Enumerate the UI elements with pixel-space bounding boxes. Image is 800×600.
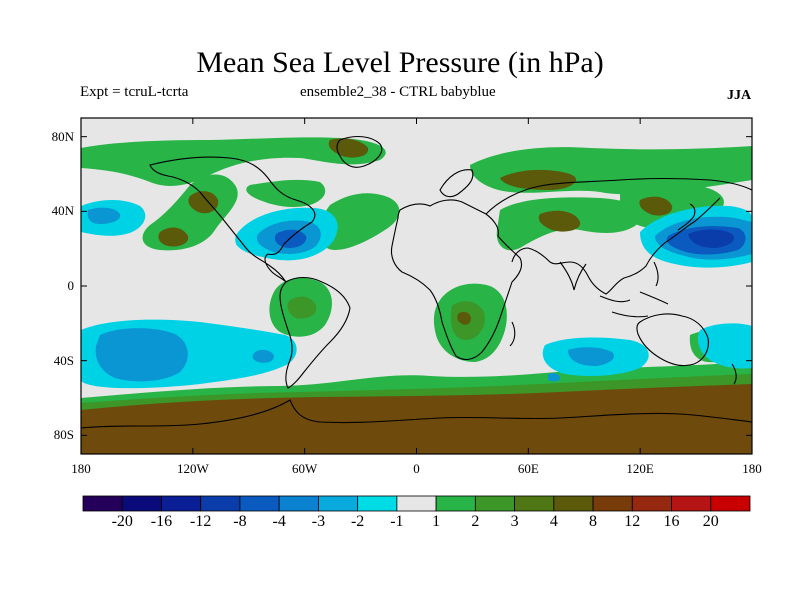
australia-low-cyan xyxy=(697,323,752,369)
y-tick-label: 80N xyxy=(51,128,74,144)
ensemble-label: ensemble2_38 - CTRL babyblue xyxy=(300,84,496,100)
experiment-label: Expt = tcruL-tcrta xyxy=(80,84,189,100)
eurasia-olive-patch xyxy=(500,169,577,190)
colorbar-swatch xyxy=(671,495,712,512)
coast-africa-europe xyxy=(390,199,523,361)
colorbar-swatch xyxy=(278,495,319,512)
south-america-midgreen xyxy=(287,296,317,319)
coast-japan xyxy=(677,203,696,231)
coastlines xyxy=(81,135,752,429)
colorbar-swatch xyxy=(710,495,751,512)
coast-asia xyxy=(485,177,752,295)
colorbar-label: 3 xyxy=(510,513,519,530)
coast-south-america xyxy=(279,276,351,389)
axis-ticks xyxy=(80,118,753,454)
north-pacific-low-blue xyxy=(87,207,121,224)
southern-africa-olive xyxy=(457,311,471,325)
north-pacific-olive xyxy=(158,227,189,247)
x-tick-label: 60W xyxy=(292,461,318,476)
colorbar-swatch xyxy=(396,495,437,512)
colorbar-swatch xyxy=(592,495,633,512)
colorbar-label: -3 xyxy=(311,513,326,530)
y-tick-label: 80S xyxy=(53,427,74,443)
colorbar-label: 8 xyxy=(589,513,598,530)
map-field xyxy=(81,118,752,454)
colorbar-label: 20 xyxy=(702,513,719,530)
colorbar-swatch xyxy=(631,495,672,512)
coast-new-zealand xyxy=(731,363,737,385)
north-atlantic-green xyxy=(320,193,400,250)
southern-blue-spot xyxy=(548,373,560,382)
colorbar-label: 1 xyxy=(432,513,441,530)
colorbar-swatch xyxy=(435,495,476,512)
map-title: Mean Sea Level Pressure (in hPa) xyxy=(196,46,604,79)
colorbar-swatch xyxy=(318,495,359,512)
north-atlantic-green-2 xyxy=(246,179,326,208)
season-label: JJA xyxy=(727,88,752,103)
colorbar-swatch xyxy=(357,495,398,512)
coast-greenland xyxy=(336,135,383,168)
south-pacific-low-blue xyxy=(95,328,188,382)
y-tick-label: 0 xyxy=(67,278,75,293)
coast-scandinavia xyxy=(439,169,474,198)
colorbar-label: -2 xyxy=(350,513,365,530)
colorbar-swatch xyxy=(200,495,241,512)
central-asia-olive xyxy=(538,210,581,232)
colorbar-label: -1 xyxy=(390,513,404,530)
y-tick-label: 40N xyxy=(51,203,74,219)
colorbar-label: 2 xyxy=(471,513,480,530)
colorbar-swatch xyxy=(514,495,555,512)
northwest-pacific-low-core xyxy=(688,229,735,248)
colorbar-label: 12 xyxy=(624,513,641,530)
colorbar-label: -4 xyxy=(272,513,286,530)
x-tick-label: 180 xyxy=(742,461,762,476)
coast-antarctica xyxy=(81,399,752,429)
indian-ocean-low-blue xyxy=(568,347,615,366)
colorbar-label: 16 xyxy=(663,513,680,530)
coast-madagascar xyxy=(509,321,516,347)
colorbar-swatch xyxy=(553,495,594,512)
arctic-green-left xyxy=(81,137,386,186)
x-tick-label: 60E xyxy=(517,461,539,476)
colorbar xyxy=(82,495,751,512)
south-pacific-low-blue-2 xyxy=(252,349,274,363)
x-tick-label: 180 xyxy=(71,461,91,476)
x-tick-label: 0 xyxy=(413,461,420,476)
colorbar-label: -8 xyxy=(233,513,247,530)
colorbar-label: -12 xyxy=(190,513,212,530)
colorbar-swatch xyxy=(161,495,202,512)
atlantic-low-dark xyxy=(274,229,307,248)
colorbar-swatch xyxy=(121,495,162,512)
colorbar-label: 4 xyxy=(549,513,558,530)
colorbar-swatch xyxy=(474,495,515,512)
coast-north-america xyxy=(149,156,316,283)
coast-australia xyxy=(636,313,709,367)
east-asia-olive xyxy=(639,196,673,216)
colorbar-swatch xyxy=(239,495,280,512)
coast-india xyxy=(559,261,587,291)
colorbar-swatch xyxy=(82,495,123,512)
coast-southeast-asia xyxy=(599,261,669,318)
north-america-olive xyxy=(188,191,219,214)
x-tick-label: 120W xyxy=(176,461,209,476)
y-tick-label: 40S xyxy=(53,352,74,368)
colorbar-label: -20 xyxy=(111,513,133,530)
colorbar-label: -16 xyxy=(150,513,173,530)
x-tick-label: 120E xyxy=(626,461,654,476)
